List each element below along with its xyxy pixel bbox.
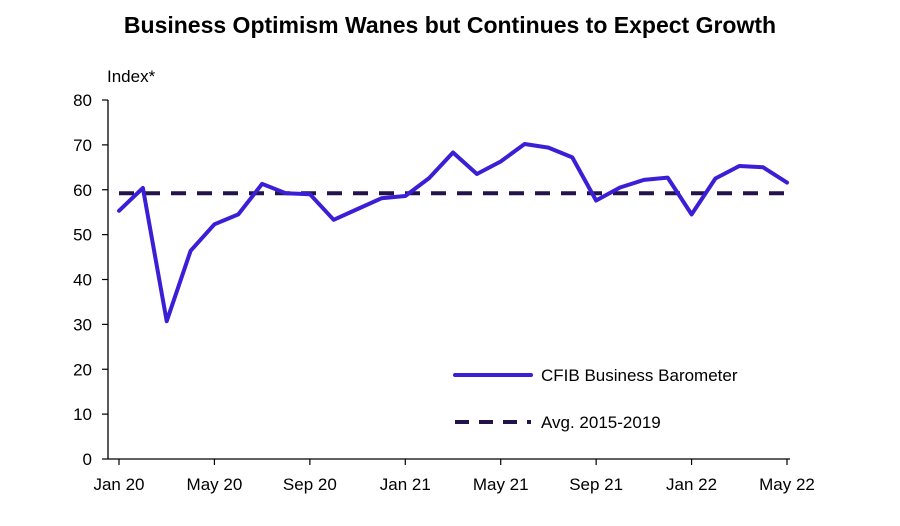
y-axis-ticks: 0 10 20 30 40 50 60 70 80 [73,91,108,469]
x-axis-ticks: Jan 20 May 20 Sep 20 Jan 21 May 21 Sep 21 Jan … [93,459,815,494]
y-tick-label: 30 [73,315,92,334]
y-tick-label: 50 [73,226,92,245]
y-tick-label: 70 [73,136,92,155]
x-tick-label: Jan 21 [380,475,431,494]
x-tick-label: May 21 [473,475,529,494]
y-tick-label: 60 [73,181,92,200]
y-tick-label: 10 [73,405,92,424]
legend: CFIB Business Barometer Avg. 2015-2019 [453,366,738,432]
series-layer [117,142,789,324]
y-tick-label: 0 [83,450,92,469]
y-tick-label: 20 [73,360,92,379]
legend-label: CFIB Business Barometer [541,366,738,385]
x-tick-label: Sep 21 [569,475,623,494]
legend-label: Avg. 2015-2019 [541,413,661,432]
series-line-cfib-business-barometer [117,142,789,324]
x-tick-label: Jan 22 [666,475,717,494]
chart-title: Business Optimism Wanes but Continues to… [123,12,777,38]
x-tick-label: Sep 20 [283,475,337,494]
y-tick-label: 40 [73,271,92,290]
x-tick-label: Jan 20 [93,475,144,494]
x-tick-label: May 20 [187,475,243,494]
y-tick-label: 80 [73,91,92,110]
x-tick-label: May 22 [759,475,815,494]
y-axis-title: Index* [107,67,156,86]
